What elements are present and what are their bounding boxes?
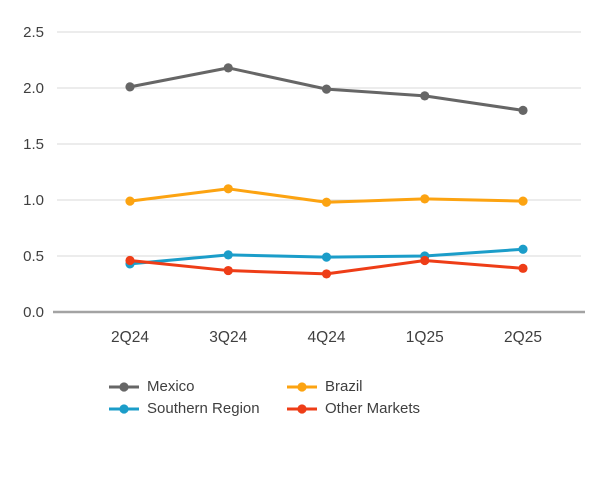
legend-item-mexico[interactable]: Mexico [108, 378, 286, 395]
x-tick-label: 4Q24 [308, 329, 346, 346]
x-tick-label: 2Q25 [504, 329, 542, 346]
data-point-brazil [420, 194, 430, 204]
y-tick-label: 2.5 [23, 24, 44, 41]
legend-marker-mexico [109, 381, 139, 392]
y-tick-label: 0.5 [23, 248, 44, 265]
y-axis-tick-labels: 0.0 0.5 1.0 1.5 2.0 2.5 [23, 24, 44, 321]
legend-marker-brazil [287, 381, 317, 392]
data-point-mexico [420, 91, 430, 101]
chart-legend: Mexico Brazil Southern Region Other Markets [108, 378, 600, 417]
legend-label-other-markets: Other Markets [325, 400, 421, 417]
legend-item-brazil[interactable]: Brazil [286, 378, 600, 395]
legend-item-other-markets[interactable]: Other Markets [286, 400, 600, 417]
x-axis-tick-labels: 2Q24 3Q24 4Q24 1Q25 2Q25 [111, 329, 542, 346]
data-point-other-markets [420, 255, 430, 266]
data-point-other-markets [321, 269, 332, 279]
plot-area: 0.0 0.5 1.0 1.5 2.0 2.5 2Q24 3Q24 4Q24 1Q25 2Q25 [23, 24, 585, 346]
data-point-brazil [223, 184, 233, 194]
legend-label-mexico: Mexico [147, 378, 195, 395]
data-point-mexico [125, 82, 135, 92]
y-tick-label: 0.0 [23, 304, 44, 321]
data-point-mexico [223, 63, 233, 73]
x-tick-label: 2Q24 [111, 329, 149, 346]
data-point-mexico [518, 105, 528, 115]
data-point-southern-region [518, 244, 528, 254]
legend-label-southern-region: Southern Region [147, 400, 260, 417]
data-point-mexico [321, 84, 332, 94]
gridlines [57, 31, 581, 257]
y-tick-label: 1.5 [23, 136, 44, 153]
x-tick-label: 1Q25 [406, 329, 444, 346]
data-point-other-markets [223, 265, 233, 276]
data-point-southern-region [321, 252, 332, 262]
legend-item-southern-region[interactable]: Southern Region [108, 400, 286, 417]
legend-label-brazil: Brazil [325, 378, 363, 395]
data-point-brazil [518, 196, 528, 206]
x-tick-label: 3Q24 [209, 329, 247, 346]
data-point-other-markets [518, 263, 528, 273]
legend-marker-southern-region [109, 403, 139, 414]
y-tick-label: 1.0 [23, 192, 44, 209]
legend-marker-other-markets [287, 403, 317, 414]
data-point-southern-region [223, 250, 233, 260]
data-point-brazil [125, 196, 135, 206]
series-mexico [125, 63, 528, 115]
data-point-brazil [321, 197, 332, 207]
series-brazil [125, 184, 528, 207]
y-tick-label: 2.0 [23, 80, 44, 97]
series-other-markets [125, 255, 528, 279]
series-southern-region [125, 244, 528, 269]
data-point-other-markets [125, 255, 135, 266]
